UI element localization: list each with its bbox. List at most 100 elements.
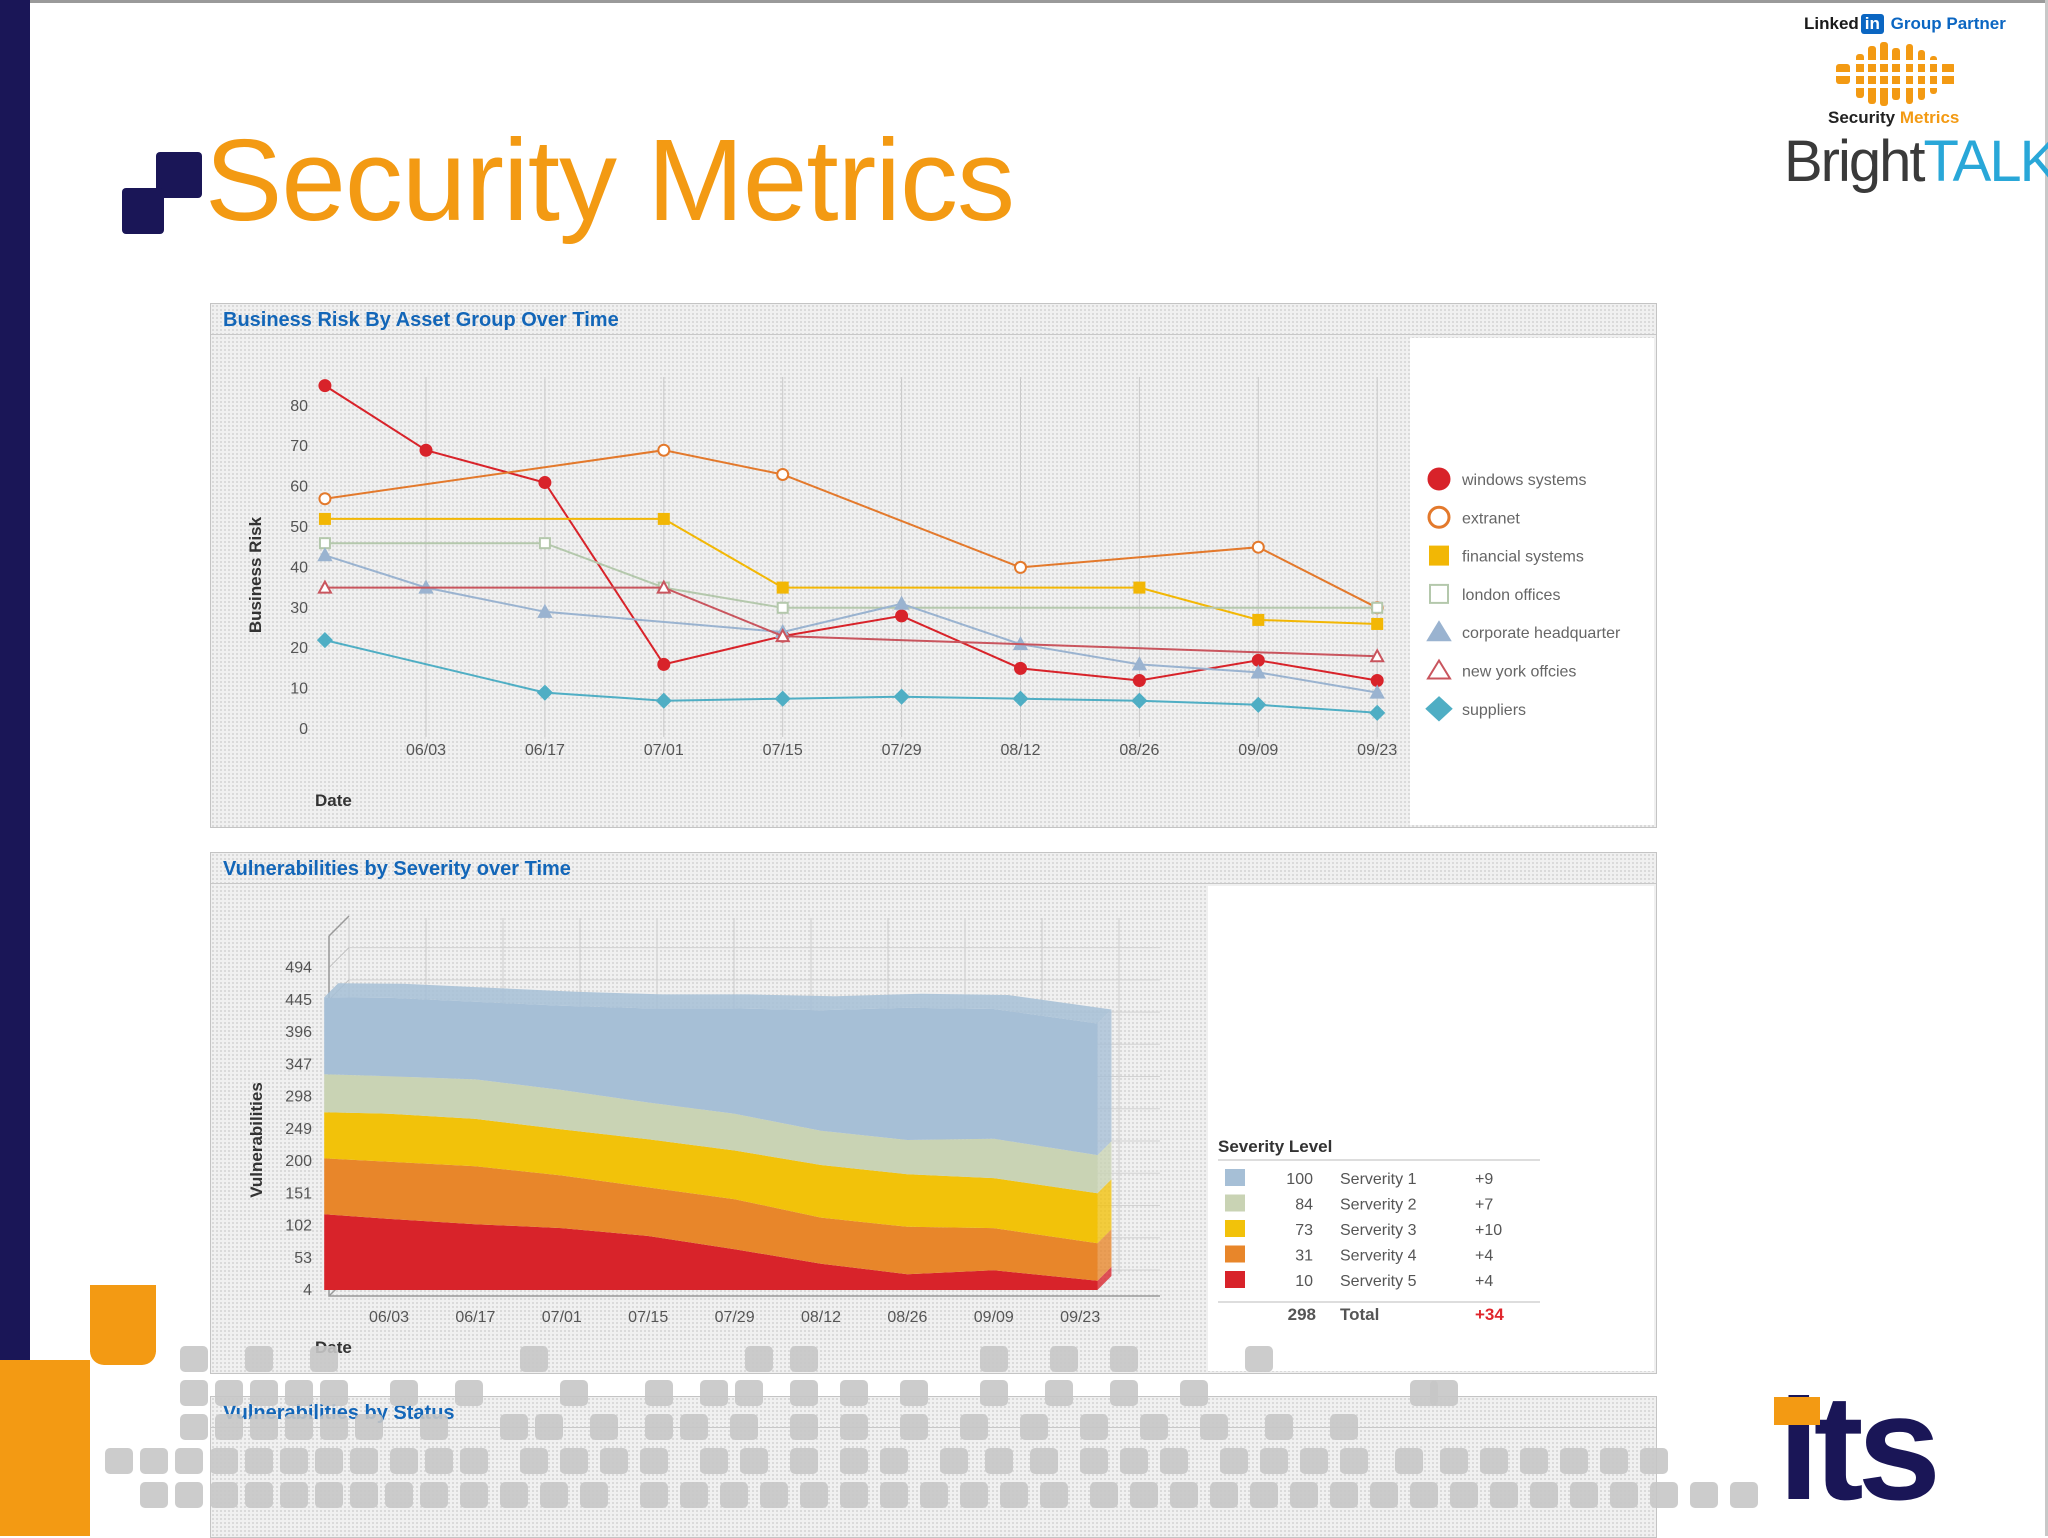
pixel-tile <box>500 1414 528 1440</box>
legend-change: +9 <box>1475 1171 1493 1188</box>
area-band <box>324 1214 1098 1290</box>
pixel-tile <box>350 1448 378 1474</box>
pixel-tile <box>640 1448 668 1474</box>
series-line <box>324 586 1378 658</box>
pixel-tile <box>940 1448 968 1474</box>
pixel-tile <box>140 1448 168 1474</box>
legend-total-count: 298 <box>1288 1305 1316 1324</box>
pixel-tile <box>735 1380 763 1406</box>
x-tick-label: 07/15 <box>628 1309 668 1326</box>
pixel-tile <box>500 1482 528 1508</box>
x-tick-label: 08/12 <box>1000 742 1040 759</box>
title-bullet-icon <box>122 152 202 234</box>
pixel-tile <box>455 1380 483 1406</box>
pixel-tile <box>680 1414 708 1440</box>
legend-marker <box>1429 545 1449 566</box>
area-undefined <box>324 1158 1112 1281</box>
area-band <box>324 997 1098 1156</box>
pixel-tile <box>1120 1448 1148 1474</box>
page-title: Security Metrics <box>205 115 1015 245</box>
pixel-tile <box>215 1414 243 1440</box>
legend-change: +7 <box>1475 1197 1493 1214</box>
legend-count: 73 <box>1295 1222 1313 1239</box>
data-point <box>1371 617 1384 630</box>
data-point <box>318 512 331 525</box>
pixel-tile <box>180 1380 208 1406</box>
brand-logos: Linked in Group Partner Security Metrics … <box>1780 10 2048 210</box>
legend-change: +4 <box>1475 1273 1493 1290</box>
pixel-tile <box>1160 1448 1188 1474</box>
series-suppliers <box>316 632 1386 721</box>
pixel-tile <box>420 1482 448 1508</box>
data-point <box>1250 696 1267 713</box>
y-tick-label: 10 <box>290 681 308 698</box>
y-axis-title: Business Risk <box>246 516 265 633</box>
area-undefined <box>324 1074 1112 1194</box>
pixel-tile <box>960 1414 988 1440</box>
series-line <box>324 449 1378 609</box>
pixel-tile <box>1020 1414 1048 1440</box>
pixel-tile <box>600 1448 628 1474</box>
pixel-tile <box>540 1482 568 1508</box>
data-point <box>895 609 909 623</box>
data-point <box>657 443 671 457</box>
series-windows-systems <box>318 379 1384 688</box>
pixel-tile <box>420 1414 448 1440</box>
pixel-tile <box>790 1346 818 1372</box>
legend-label: new york offcies <box>1462 664 1576 681</box>
pixel-tile <box>1220 1448 1248 1474</box>
left-accent-bar <box>0 0 30 1536</box>
x-tick-label: 07/15 <box>763 742 803 759</box>
pixel-tile <box>1045 1380 1073 1406</box>
data-point <box>1252 613 1265 626</box>
pixel-tile <box>1200 1414 1228 1440</box>
pixel-tile <box>560 1380 588 1406</box>
legend-total-label: Total <box>1340 1305 1379 1324</box>
x-tick-label: 08/26 <box>887 1309 927 1326</box>
linkedin-group-partner-badge: Linked in Group Partner <box>1804 14 2006 34</box>
legend-swatch <box>1225 1194 1245 1212</box>
security-metrics-caption: Security Metrics <box>1828 108 1960 127</box>
data-point <box>656 579 672 594</box>
pixel-tile <box>250 1380 278 1406</box>
pixel-tile <box>980 1380 1008 1406</box>
legend-swatch <box>1225 1169 1245 1186</box>
data-point <box>317 579 333 594</box>
area-band <box>324 1158 1098 1281</box>
pixel-tile <box>1180 1380 1208 1406</box>
pixel-tile <box>880 1482 908 1508</box>
pixel-tile <box>245 1448 273 1474</box>
pixel-tile <box>1000 1482 1028 1508</box>
legend-label: Serverity 4 <box>1340 1248 1417 1265</box>
pixel-tile <box>180 1346 208 1372</box>
pixel-tile <box>320 1380 348 1406</box>
legend-change: +10 <box>1475 1222 1502 1239</box>
y-tick-label: 30 <box>290 600 308 617</box>
pixel-tile <box>1090 1482 1118 1508</box>
pixel-tile <box>210 1448 238 1474</box>
y-tick-label: 0 <box>299 721 308 738</box>
pixel-tile <box>645 1414 673 1440</box>
series-new-york-offcies <box>317 579 1385 663</box>
y-tick-label: 53 <box>294 1250 312 1267</box>
pixel-tile <box>720 1482 748 1508</box>
pixel-tile <box>1410 1482 1438 1508</box>
pixel-tile <box>1210 1482 1238 1508</box>
legend-label: Serverity 5 <box>1340 1273 1417 1290</box>
pixel-tile <box>520 1448 548 1474</box>
legend-label: extranet <box>1462 510 1520 527</box>
pixel-tile <box>920 1482 948 1508</box>
x-tick-label: 07/01 <box>542 1309 582 1326</box>
x-tick-label: 09/09 <box>974 1309 1014 1326</box>
y-tick-label: 347 <box>285 1056 312 1073</box>
data-point <box>776 601 789 614</box>
pixel-tile <box>1110 1346 1138 1372</box>
pixel-tile <box>840 1414 868 1440</box>
pixel-tile <box>315 1482 343 1508</box>
data-point <box>1133 581 1146 594</box>
legend-label: windows systems <box>1461 472 1586 489</box>
pixel-tile <box>1610 1482 1638 1508</box>
pixel-tile <box>1730 1482 1758 1508</box>
